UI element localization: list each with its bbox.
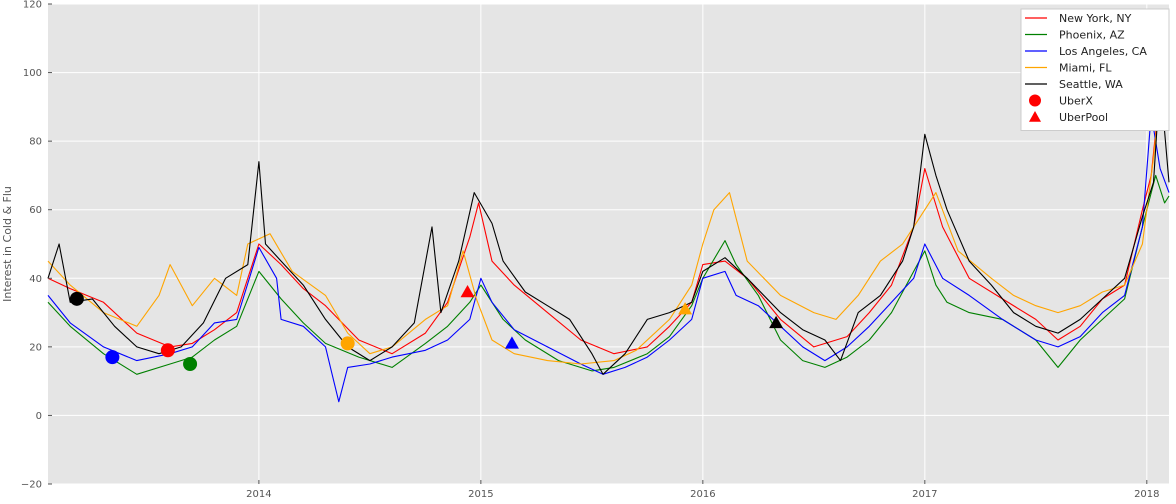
- x-tick-label: 2018: [1134, 489, 1159, 500]
- y-tick-label: 0: [36, 411, 42, 422]
- series-line-miami-fl: [47, 72, 1169, 365]
- uberx-marker: [105, 350, 120, 365]
- uberx-marker: [340, 336, 355, 351]
- legend-label: Seattle, WA: [1059, 78, 1123, 91]
- legend-label: UberX: [1059, 95, 1093, 108]
- legend: New York, NY Phoenix, AZ Los Angeles, CA Mi…: [1020, 8, 1170, 131]
- legend-label: UberPool: [1059, 111, 1108, 124]
- y-axis-label: Interest in Cold & Flu: [1, 186, 14, 302]
- legend-swatch-triangle: [1029, 111, 1041, 122]
- y-tick-label: 100: [23, 68, 42, 79]
- y-tick-label: 60: [29, 205, 42, 216]
- x-tick-label: 2015: [468, 489, 493, 500]
- uberpool-marker: [504, 336, 519, 349]
- x-tick-label: 2016: [690, 489, 715, 500]
- y-tick-label: 40: [29, 274, 42, 285]
- legend-label: New York, NY: [1059, 12, 1132, 25]
- uberx-marker: [160, 343, 175, 358]
- series-line-seattle-wa: [47, 78, 1170, 375]
- y-tick-label: −20: [21, 480, 42, 491]
- series-line-los-angeles-ca: [47, 113, 1170, 403]
- legend-label: Los Angeles, CA: [1059, 45, 1147, 58]
- legend-label: Miami, FL: [1059, 62, 1112, 75]
- legend-box: [1020, 8, 1170, 131]
- uberpool-marker: [678, 302, 693, 315]
- series-lines: [47, 72, 1170, 403]
- x-tick-label: 2014: [246, 489, 271, 500]
- legend-label: Phoenix, AZ: [1059, 29, 1125, 42]
- uberx-marker: [183, 357, 198, 371]
- y-tick-label: 20: [29, 342, 42, 353]
- plot-background: [48, 4, 1169, 484]
- series-line-new-york-ny: [47, 72, 1170, 355]
- y-tick-label: 120: [23, 0, 42, 11]
- event-markers: [69, 285, 784, 371]
- uberx-marker: [69, 291, 84, 306]
- y-tick-label: 80: [29, 137, 42, 148]
- legend-swatch-circle: [1029, 94, 1041, 107]
- uberpool-marker: [460, 285, 475, 298]
- x-axis-ticks: 2014 2015 2016 2017 2018: [246, 480, 1160, 500]
- grid-lines: [48, 3, 1169, 485]
- y-axis-ticks: −20 0 20 40 60 80 100 120: [21, 0, 52, 491]
- uberpool-marker: [769, 315, 784, 329]
- x-tick-label: 2017: [912, 489, 937, 500]
